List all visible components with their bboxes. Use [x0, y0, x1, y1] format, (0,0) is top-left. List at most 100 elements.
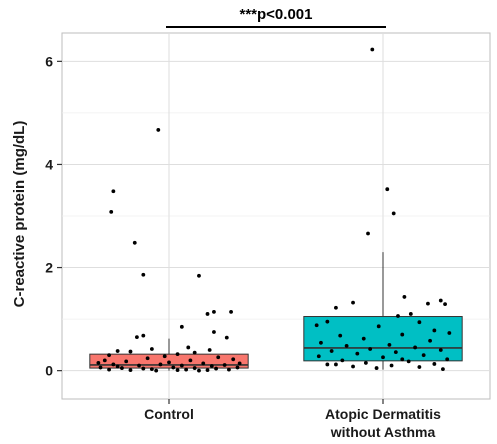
data-point — [179, 324, 184, 329]
data-point — [158, 362, 163, 367]
data-point — [344, 344, 349, 348]
data-point — [141, 366, 146, 371]
data-point — [334, 305, 338, 310]
data-point — [184, 367, 189, 372]
data-point — [227, 367, 231, 372]
data-point — [368, 347, 373, 351]
data-point — [389, 363, 394, 368]
jitter-points — [96, 47, 452, 373]
data-point — [149, 347, 154, 351]
data-point — [370, 47, 375, 52]
data-point — [111, 362, 116, 367]
data-point — [438, 348, 443, 352]
x-axis: Control Atopic Dermatitis without Asthma — [144, 399, 441, 440]
data-point — [102, 358, 107, 363]
data-point — [96, 361, 101, 365]
data-point — [325, 319, 330, 324]
data-point — [162, 354, 167, 359]
data-point — [441, 367, 445, 372]
data-point — [361, 336, 366, 341]
data-point — [351, 300, 355, 305]
significance-annotation: ***p<0.001 — [166, 6, 386, 28]
data-point — [175, 352, 180, 357]
data-point — [381, 355, 385, 360]
data-point — [413, 345, 417, 350]
data-point — [141, 272, 146, 277]
data-point — [135, 335, 139, 340]
box — [303, 316, 463, 362]
data-point — [216, 355, 221, 360]
data-point — [402, 295, 407, 299]
data-point — [237, 361, 242, 366]
data-point — [387, 342, 392, 347]
data-point — [421, 353, 426, 358]
data-point — [400, 357, 405, 362]
data-point — [224, 335, 229, 340]
y-tick-label: 0 — [45, 363, 53, 379]
data-point — [408, 312, 413, 316]
data-point — [207, 348, 212, 352]
data-point — [214, 366, 218, 371]
data-point — [201, 361, 206, 366]
data-point — [128, 368, 133, 373]
data-point — [212, 309, 216, 314]
data-point — [385, 187, 390, 192]
data-point — [231, 357, 236, 362]
data-point — [338, 333, 343, 338]
data-point — [188, 358, 193, 363]
data-point — [205, 368, 210, 373]
data-point — [132, 240, 137, 245]
data-point — [443, 302, 447, 307]
data-point — [432, 362, 437, 366]
data-point — [428, 338, 432, 343]
data-point — [222, 363, 227, 367]
data-point — [205, 312, 210, 316]
data-point — [149, 367, 154, 372]
data-point — [154, 368, 159, 373]
data-point — [235, 365, 240, 370]
data-point — [438, 298, 443, 303]
data-point — [374, 366, 379, 370]
data-point — [186, 345, 191, 350]
data-point — [426, 301, 430, 306]
data-point — [432, 328, 437, 333]
data-point — [212, 330, 216, 334]
y-tick-label: 6 — [45, 53, 53, 69]
data-point — [417, 320, 422, 325]
data-point — [167, 360, 171, 365]
data-point — [447, 331, 452, 335]
data-point — [376, 324, 381, 329]
data-point — [124, 359, 129, 364]
data-point — [197, 273, 201, 278]
data-point — [393, 350, 398, 354]
data-point — [109, 209, 114, 214]
data-point — [120, 366, 124, 370]
data-point — [391, 211, 396, 216]
y-axis-title: C-reactive protein (mg/dL) — [11, 121, 28, 308]
data-point — [98, 365, 103, 370]
data-point — [107, 353, 111, 358]
data-point — [366, 231, 370, 236]
data-point — [145, 356, 150, 361]
data-point — [175, 368, 180, 373]
significance-label: ***p<0.001 — [240, 6, 313, 23]
data-point — [156, 128, 161, 132]
data-point — [396, 314, 400, 318]
data-point — [316, 354, 321, 359]
data-point — [417, 365, 422, 369]
data-point — [115, 364, 120, 369]
x-tick-label: Control — [144, 406, 194, 422]
data-point — [351, 364, 355, 369]
data-point — [179, 363, 184, 368]
data-point — [137, 363, 141, 368]
data-point — [229, 309, 233, 314]
data-point — [406, 359, 411, 364]
data-point — [197, 368, 201, 373]
data-point — [314, 323, 319, 328]
y-axis: 0 2 4 6 — [45, 53, 62, 379]
data-point — [355, 351, 360, 356]
x-tick-label: without Asthma — [330, 424, 436, 440]
x-tick-label: Atopic Dermatitis — [325, 406, 441, 422]
data-point — [334, 362, 338, 367]
